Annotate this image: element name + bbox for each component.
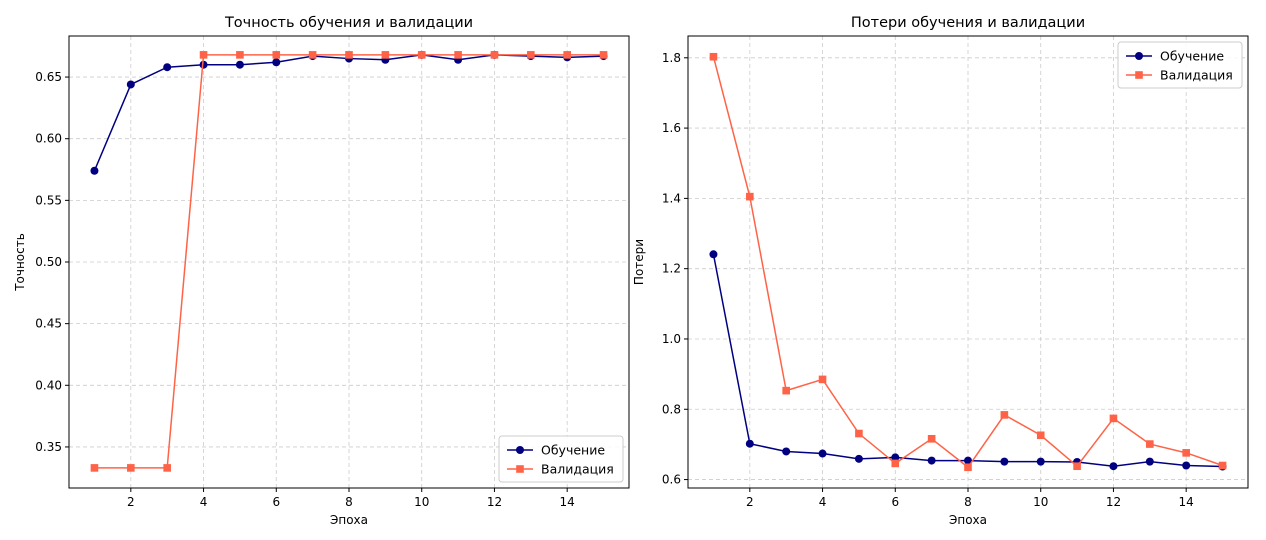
legend-box [1117, 41, 1243, 89]
data-point [927, 434, 936, 443]
data-point [891, 459, 900, 468]
x-tick-label: 10 [414, 495, 429, 509]
legend-label: Валидация [1160, 68, 1233, 83]
legend-box [498, 435, 624, 483]
data-point [709, 250, 718, 259]
data-point [1218, 461, 1227, 470]
data-point [126, 80, 135, 89]
legend-label: Валидация [541, 462, 614, 477]
data-point [854, 454, 863, 463]
data-point [1036, 431, 1045, 440]
data-point [381, 51, 390, 59]
y-tick-label: 0.35 [35, 440, 62, 454]
data-point [1182, 449, 1190, 457]
data-point [1182, 461, 1191, 470]
data-point [490, 51, 499, 59]
data-point [90, 464, 99, 472]
data-point [127, 464, 135, 472]
data-point [199, 60, 208, 69]
data-point [746, 192, 754, 201]
x-tick-label: 14 [560, 495, 575, 509]
x-tick-label: 2 [127, 495, 135, 509]
y-tick-label: 0.65 [35, 70, 62, 84]
data-point [1146, 440, 1154, 448]
data-point [272, 51, 281, 59]
y-tick-label: 0.40 [35, 378, 62, 392]
x-tick-label: 8 [964, 495, 972, 509]
data-point [1145, 457, 1154, 466]
data-point [1109, 462, 1118, 471]
x-tick-label: 8 [345, 495, 353, 509]
y-tick-label: 0.50 [35, 255, 62, 269]
y-tick-label: 0.55 [35, 193, 62, 207]
data-point [345, 51, 353, 59]
x-tick-label: 10 [1033, 495, 1048, 509]
x-tick-label: 6 [272, 495, 280, 509]
x-tick-label: 2 [746, 495, 754, 509]
legend-marker [1135, 71, 1143, 79]
data-point [308, 51, 317, 59]
data-point [964, 456, 972, 465]
legend: Обучение Валидация [1117, 41, 1243, 89]
data-point [709, 52, 718, 61]
legend-label: Обучение [541, 443, 605, 458]
y-tick-label: 1.8 [662, 51, 681, 65]
data-point [272, 58, 281, 67]
data-point [745, 439, 754, 448]
y-tick-label: 0.8 [662, 402, 681, 416]
data-point [163, 464, 171, 472]
data-point [818, 449, 827, 458]
x-axis-label: Эпоха [949, 513, 987, 527]
data-point [235, 60, 244, 69]
data-point [964, 463, 972, 472]
y-tick-label: 0.45 [35, 317, 62, 331]
data-point [90, 166, 99, 175]
data-point [855, 429, 863, 438]
legend-marker [516, 446, 524, 454]
data-point [454, 51, 462, 59]
data-point [199, 51, 208, 59]
legend-marker [1135, 52, 1143, 60]
data-point [163, 63, 172, 72]
data-point [1036, 457, 1045, 466]
x-tick-label: 6 [891, 495, 899, 509]
legend: Обучение Валидация [498, 435, 624, 483]
data-point [891, 453, 900, 462]
y-axis-label: Потери [632, 239, 646, 285]
data-point [782, 447, 791, 456]
x-tick-label: 4 [200, 495, 208, 509]
x-tick-label: 12 [487, 495, 502, 509]
x-axis-label: Эпоха [330, 513, 368, 527]
data-point [1073, 462, 1081, 471]
y-axis-label: Точность [13, 233, 27, 292]
y-tick-label: 1.4 [662, 191, 681, 205]
data-point [236, 51, 244, 59]
data-point [927, 456, 936, 465]
data-point [1109, 414, 1118, 423]
data-point [527, 51, 535, 59]
y-tick-label: 0.60 [35, 132, 62, 146]
data-point [818, 375, 827, 384]
y-tick-label: 1.2 [662, 262, 681, 276]
y-tick-label: 1.0 [662, 332, 681, 346]
x-tick-label: 4 [819, 495, 827, 509]
data-point [417, 51, 426, 59]
chart-title: Потери обучения и валидации [851, 15, 1085, 31]
data-point [1000, 411, 1009, 419]
chart-panel-2: 2 4 6 8 10 12 14 0.6 0.8 1.0 1.2 1.4 1.6 1.8 Потери об… [632, 15, 1249, 527]
x-tick-label: 12 [1106, 495, 1121, 509]
data-point [782, 386, 790, 395]
data-point [563, 51, 571, 59]
y-tick-label: 1.6 [662, 121, 681, 135]
legend-marker [516, 465, 524, 473]
y-tick-label: 0.6 [662, 473, 681, 487]
x-tick-label: 14 [1179, 495, 1194, 509]
legend-label: Обучение [1160, 49, 1224, 64]
chart-title: Точность обучения и валидации [224, 15, 473, 31]
data-point [599, 51, 608, 59]
data-point [1000, 457, 1009, 466]
chart-panel-1: 2 4 6 8 10 12 14 0.35 0.40 0.45 0.50 0.55 0.60 0.65 То… [13, 15, 630, 527]
